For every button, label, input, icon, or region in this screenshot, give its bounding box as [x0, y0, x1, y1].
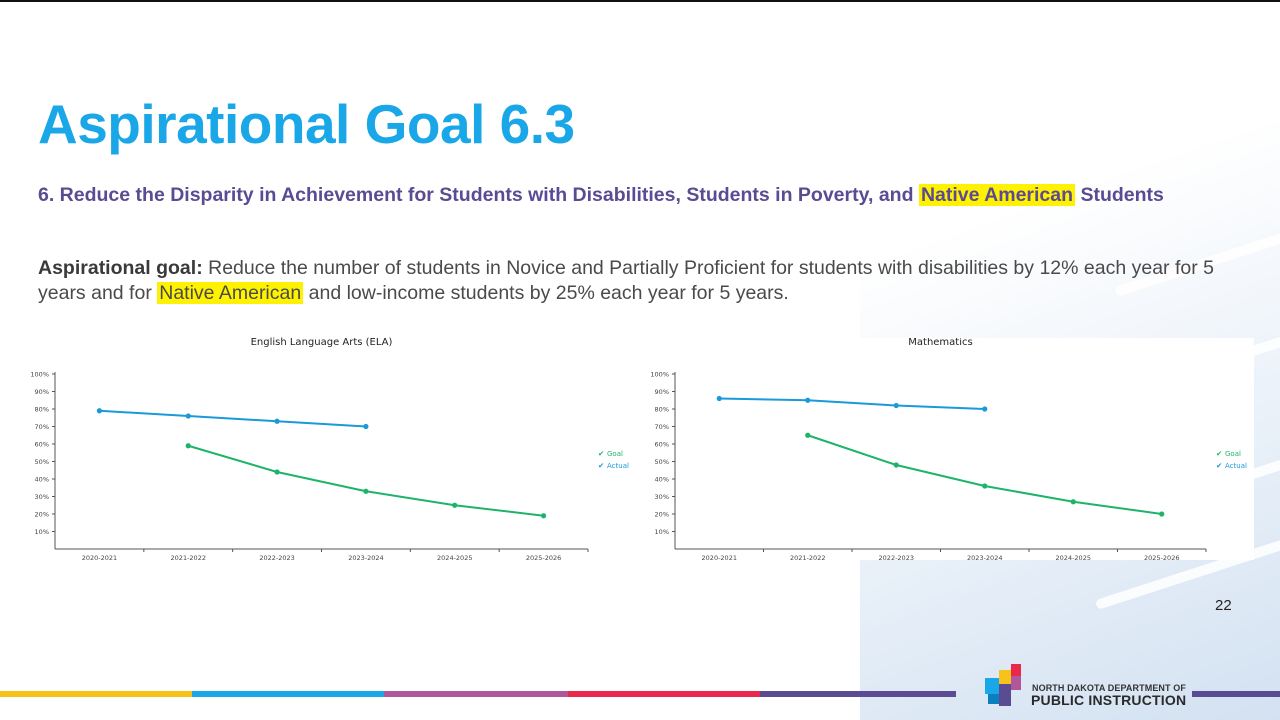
- ela-chart-svg: English Language Arts (ELA) 10% 20% 30% 40% 5…: [30, 337, 629, 562]
- x-tick-label: 2020-2021: [82, 554, 117, 562]
- x-tick-label: 2022-2023: [259, 554, 294, 562]
- y-tick-label: 10%: [655, 528, 669, 536]
- y-tick-label: 30%: [35, 493, 49, 501]
- data-point-goal: [893, 462, 899, 468]
- data-point-goal: [982, 483, 988, 489]
- y-tick-label: 100%: [650, 371, 669, 379]
- ela-chart: English Language Arts (ELA) 10% 20% 30% 40% 5…: [24, 328, 636, 568]
- y-tick-label: 70%: [35, 423, 49, 431]
- x-tick-label: 2024-2025: [437, 554, 472, 562]
- x-tick-label: 2023-2024: [348, 554, 383, 562]
- y-tick-label: 100%: [30, 371, 49, 379]
- goal-text: Reduce the number of students in Novice …: [38, 257, 1214, 304]
- y-tick-label: 60%: [655, 441, 669, 449]
- data-point-goal: [274, 469, 280, 475]
- y-tick-label: 80%: [35, 406, 49, 414]
- bar-segment-red: [568, 691, 760, 697]
- data-point-goal: [185, 443, 191, 449]
- bar-segment-blue: [192, 691, 384, 697]
- data-point-actual: [893, 402, 899, 409]
- data-point-actual: [274, 418, 280, 424]
- subtitle-text-end: Students: [1075, 184, 1164, 206]
- legend-label-goal: Goal: [607, 450, 623, 458]
- y-tick-label: 90%: [35, 388, 49, 396]
- data-point-actual: [363, 423, 369, 430]
- math-chart-svg: Mathematics 10% 20% 30% 40% 50% 60% 70% 80% 90% 10…: [650, 338, 1247, 560]
- slide-subtitle: 6. Reduce the Disparity in Achievement f…: [38, 182, 1218, 208]
- y-tick-label: 50%: [35, 458, 49, 466]
- bar-segment-purple: [384, 691, 568, 697]
- top-border: [0, 0, 1280, 2]
- bar-segment-yellow: [0, 691, 192, 697]
- data-point-goal: [540, 513, 547, 519]
- x-tick-label: 2025-2026: [526, 554, 561, 562]
- y-tick-label: 20%: [655, 511, 669, 519]
- y-tick-label: 60%: [35, 441, 49, 449]
- series-line-goal: [187, 444, 544, 517]
- slide-title: Aspirational Goal 6.3: [38, 93, 575, 155]
- data-point-actual: [96, 408, 103, 414]
- goal-highlight: Native American: [157, 282, 304, 304]
- bar-segment-indigo-end: [1192, 691, 1280, 697]
- series-line-goal: [807, 434, 1162, 515]
- legend-label-actual: Actual: [607, 462, 629, 470]
- series-line-actual: [719, 397, 985, 410]
- y-tick-label: 80%: [655, 406, 669, 414]
- y-tick-label: 70%: [655, 423, 669, 431]
- x-tick-label: 2025-2026: [1144, 554, 1179, 560]
- x-tick-label: 2023-2024: [967, 554, 1002, 560]
- data-point-actual: [185, 413, 191, 419]
- legend-label-goal: Goal: [1225, 450, 1241, 458]
- data-point-goal: [805, 432, 811, 438]
- goal-label: Aspirational goal:: [38, 257, 203, 279]
- y-tick-label: 30%: [655, 493, 669, 501]
- legend-check-icon: ✔: [1216, 461, 1222, 470]
- y-tick-label: 50%: [655, 458, 669, 466]
- data-point-goal: [1159, 511, 1165, 517]
- data-point-actual: [805, 397, 811, 403]
- subtitle-text: 6. Reduce the Disparity in Achievement f…: [38, 184, 919, 206]
- logo-line-1: NORTH DAKOTA DEPARTMENT OF: [1032, 683, 1186, 693]
- data-point-goal: [1070, 499, 1076, 505]
- chart-title: English Language Arts (ELA): [251, 337, 393, 348]
- data-point-actual: [716, 395, 722, 402]
- data-point-goal: [363, 488, 369, 494]
- legend-check-icon: ✔: [1216, 449, 1222, 458]
- math-chart: Mathematics 10% 20% 30% 40% 50% 60% 70% 80% 90% 10…: [644, 338, 1254, 560]
- x-tick-label: 2021-2022: [171, 554, 206, 562]
- series-line-actual: [99, 409, 366, 428]
- goal-text-end: and low-income students by 25% each year…: [303, 282, 789, 304]
- goal-statement: Aspirational goal: Reduce the number of …: [38, 256, 1243, 306]
- x-tick-label: 2020-2021: [702, 554, 737, 560]
- logo-line-2: PUBLIC INSTRUCTION: [1031, 692, 1187, 708]
- x-tick-label: 2024-2025: [1056, 554, 1091, 560]
- data-point-goal: [452, 502, 458, 508]
- y-tick-label: 40%: [35, 476, 49, 484]
- legend-label-actual: Actual: [1225, 462, 1247, 470]
- y-tick-label: 20%: [35, 511, 49, 519]
- legend-check-icon: ✔: [598, 461, 604, 470]
- bar-segment-indigo: [760, 691, 956, 697]
- ndpi-logo-icon: [985, 664, 1021, 706]
- subtitle-highlight: Native American: [918, 184, 1076, 206]
- legend-check-icon: ✔: [598, 449, 604, 458]
- data-point-actual: [982, 406, 988, 412]
- y-tick-label: 90%: [655, 388, 669, 396]
- y-tick-label: 10%: [35, 528, 49, 536]
- y-tick-label: 40%: [655, 476, 669, 484]
- x-tick-label: 2022-2023: [879, 554, 914, 560]
- chart-title: Mathematics: [908, 338, 972, 348]
- page-number: 22: [1215, 597, 1232, 614]
- x-tick-label: 2021-2022: [790, 554, 825, 560]
